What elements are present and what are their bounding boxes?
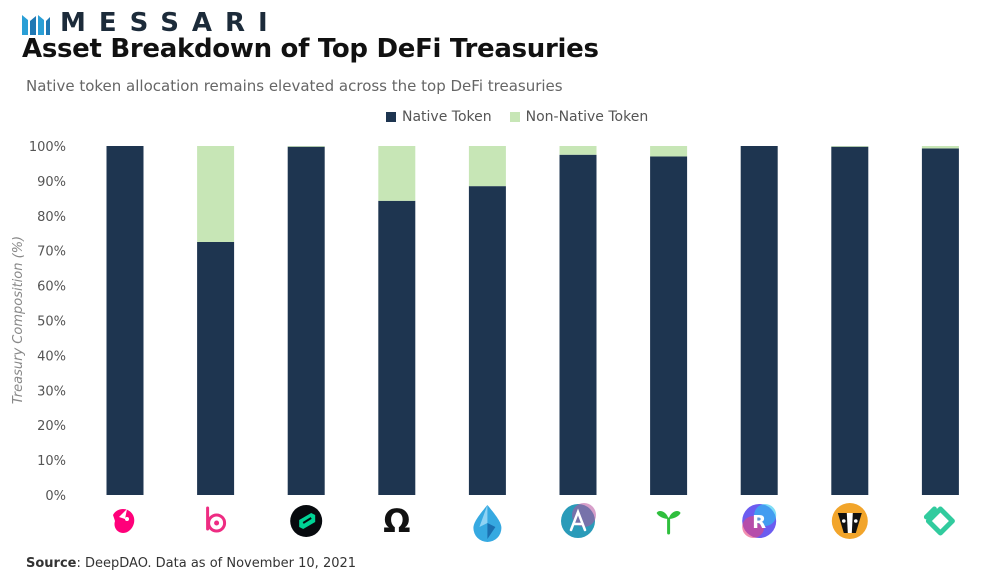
y-tick-label: 0% — [45, 489, 66, 504]
y-tick-label: 100% — [29, 140, 66, 155]
bar-non-native-token — [197, 146, 235, 242]
bar-native-token — [468, 186, 506, 495]
bar-native-token — [831, 146, 869, 495]
brand-name: MESSARI — [60, 8, 281, 38]
rari-icon: R — [742, 504, 777, 538]
chart-title: Asset Breakdown of Top DeFi Treasuries — [22, 34, 599, 64]
chart-subtitle: Native token allocation remains elevated… — [26, 77, 563, 95]
bar-native-token — [559, 154, 597, 495]
y-tick-label: 10% — [37, 454, 66, 469]
y-tick-label: 90% — [37, 175, 66, 190]
legend: Native Token Non-Native Token — [386, 109, 666, 125]
bar-native-token — [650, 156, 688, 495]
y-axis-label: Treasury Composition (%) — [11, 236, 26, 404]
y-tick-label: 60% — [37, 280, 66, 295]
brand: MESSARI — [22, 8, 281, 38]
legend-swatch-non-native — [509, 112, 520, 122]
bar-non-native-token — [468, 146, 506, 187]
svg-text:R: R — [752, 512, 766, 533]
badger-b-icon — [206, 506, 227, 533]
bar-native-token — [378, 200, 416, 495]
legend-item-non-native: Non-Native Token — [509, 109, 649, 125]
messari-logo-icon — [22, 15, 50, 35]
bar-non-native-token — [559, 146, 597, 155]
legend-swatch-native — [386, 112, 396, 122]
bar-non-native-token — [831, 146, 869, 147]
y-tick-label: 20% — [37, 419, 66, 434]
uniswap-icon — [113, 509, 135, 533]
bar-native-token — [197, 241, 235, 495]
bar-native-token — [740, 146, 778, 495]
sprout-icon — [656, 511, 681, 535]
y-tick-label: 70% — [37, 245, 66, 260]
bar-native-token — [287, 146, 325, 495]
y-tick-label: 30% — [37, 384, 66, 399]
source-text: : DeepDAO. Data as of November 10, 2021 — [76, 556, 357, 571]
bar-non-native-token — [378, 146, 416, 201]
bar-non-native-token — [921, 146, 959, 149]
badger-dao-icon — [831, 503, 868, 539]
legend-label-non-native: Non-Native Token — [525, 109, 649, 125]
legend-item-native: Native Token — [386, 109, 492, 125]
source-label: Source — [26, 556, 77, 571]
y-tick-label: 80% — [37, 210, 66, 225]
legend-label-native: Native Token — [402, 109, 492, 125]
bar-non-native-token — [650, 146, 688, 157]
aave-icon — [561, 503, 596, 538]
water-drop-icon — [473, 505, 502, 542]
bar-native-token — [106, 146, 144, 495]
y-tick-label: 40% — [37, 349, 66, 364]
omega-icon: Ω — [383, 502, 410, 540]
bar-non-native-token — [287, 146, 325, 147]
svg-text:Ω: Ω — [383, 502, 410, 540]
y-tick-label: 50% — [37, 315, 66, 330]
kyber-icon — [923, 506, 955, 536]
bar-native-token — [921, 148, 959, 495]
compound-icon — [290, 505, 323, 537]
source-note: Source: DeepDAO. Data as of November 10,… — [26, 556, 356, 571]
